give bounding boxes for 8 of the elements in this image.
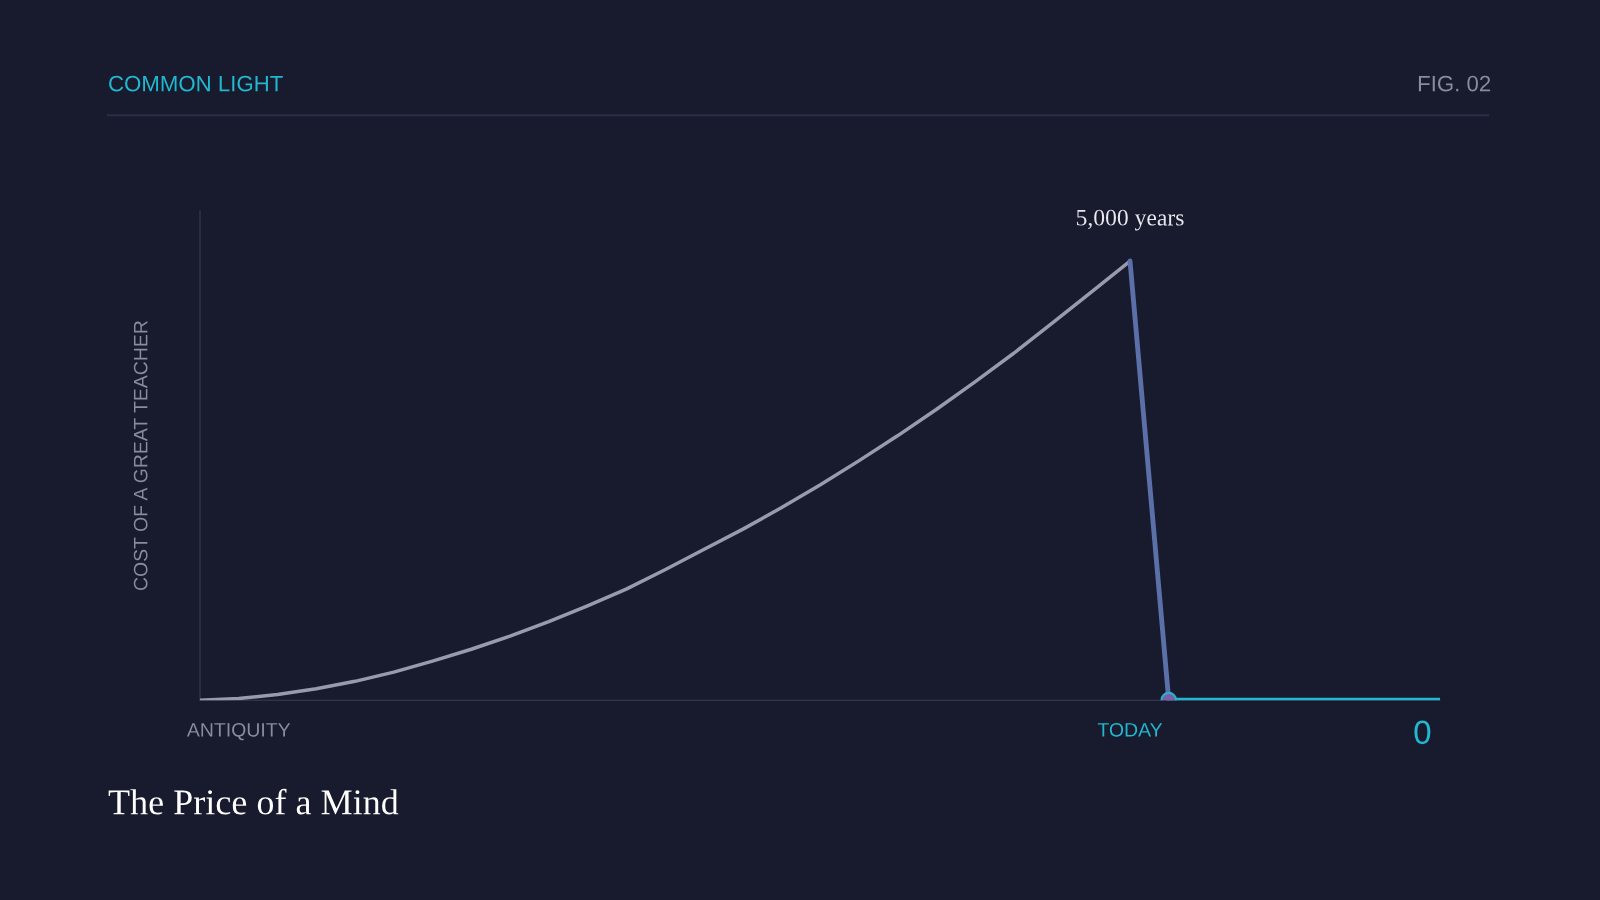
annotation: 0 [1414, 720, 1431, 745]
x-tick-label: TODAY [1097, 722, 1163, 737]
caption: FIG. 02 [1418, 75, 1491, 92]
x-tick-label: ANTIQUITY [186, 722, 291, 741]
text: The Price of a Mind [108, 788, 399, 815]
annotation: 5,000 years [1076, 209, 1184, 231]
y-axis-title: COST OF A GREAT TEACHER [133, 321, 148, 591]
chart-subtitle: COMMON LIGHT [109, 75, 283, 92]
